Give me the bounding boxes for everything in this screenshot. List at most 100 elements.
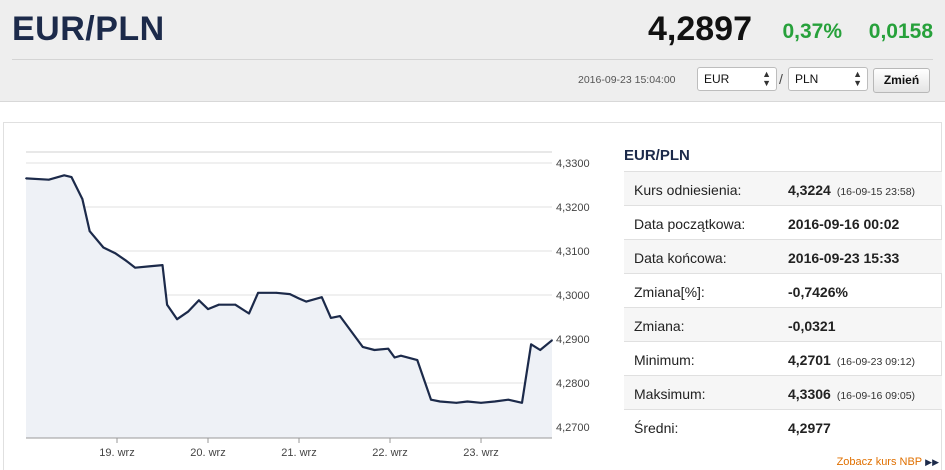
data-point [507,398,510,401]
to-currency-value: PLN [795,72,819,86]
stats-value: 2016-09-23 15:33 [788,250,899,266]
stats-value-text: 4,2701 [788,352,831,368]
stats-row: Data początkowa: 2016-09-16 00:02 [624,205,942,239]
quote-timestamp: 2016-09-23 15:04:00 [578,74,676,86]
y-tick-label: 4,2900 [556,334,590,346]
stats-note: (16-09-23 09:12) [836,356,916,368]
stats-value: -0,7426% [788,284,848,300]
x-tick-label: 23. wrz [463,447,498,459]
stats-label: Kurs odniesienia: [634,182,742,198]
stats-value: 4,3306 (16-09-16 09:05) [788,386,915,402]
stats-label: Data końcowa: [634,250,727,266]
data-point [289,293,291,296]
data-point [373,349,376,351]
data-point [361,346,364,348]
stats-row: Data końcowa: 2016-09-23 15:33 [624,239,942,273]
stats-label: Zmiana: [634,318,685,334]
data-point [493,400,496,403]
data-point [88,230,91,233]
stats-row: Zmiana[%]: -0,7426% [624,273,942,307]
data-point [63,174,66,177]
data-point [198,299,200,302]
data-point [455,401,458,404]
stats-row: Kurs odniesienia: 4,3224 (16-09-15 23:58) [624,171,942,205]
stats-note: (16-09-16 09:05) [836,390,916,402]
data-point [47,178,50,181]
data-point [416,359,419,362]
stats-label: Zmiana[%]: [634,284,705,300]
currency-pair-title: EUR/PLN [12,10,165,48]
stats-table: Kurs odniesienia: 4,3224 (16-09-15 23:58) D… [624,171,942,443]
stats-value: 4,2977 [788,420,831,436]
stats-value-text: 4,3224 [788,182,831,198]
rate-chart: 4,3300 4,3200 4,3100 4,3000 4,2900 4,2800 4,27… [14,142,611,470]
data-point [539,349,542,351]
data-point [387,347,390,350]
select-arrows-icon: ▲ ▼ [853,69,862,88]
data-point [166,303,168,306]
data-point [248,312,250,315]
stats-row: Średni: 4,2977 [624,409,942,443]
y-tick-label: 4,3300 [556,158,590,170]
data-point [102,246,105,249]
data-point [161,264,164,266]
data-point [218,303,220,306]
data-point [305,300,308,303]
data-point [329,316,332,319]
to-currency-select[interactable]: PLN ▲ ▼ [788,67,868,91]
data-point [393,356,396,359]
data-point [521,401,523,404]
stats-value-text: 2016-09-16 00:02 [788,216,900,232]
data-point [147,265,150,268]
stats-row: Minimum: 4,2701 (16-09-23 09:12) [624,341,942,375]
quote-header: EUR/PLN 4,2897 0,37% 0,0158 2016-09-23 1… [0,0,945,102]
current-rate: 4,2897 [648,10,752,48]
y-tick-label: 4,2800 [556,378,590,390]
data-point [439,400,441,403]
stats-value: -0,0321 [788,318,835,334]
change-percent: 0,37% [782,20,842,43]
data-point [234,303,237,306]
stats-value: 4,2701 (16-09-23 09:12) [788,352,915,368]
data-point [480,401,482,404]
data-point [187,310,189,313]
data-point [125,259,128,262]
stats-label: Minimum: [634,352,695,368]
stats-label: Średni: [634,420,679,436]
stats-note: (16-09-15 23:58) [836,186,916,198]
y-tick-label: 4,3200 [556,202,590,214]
stats-value-text: 2016-09-23 15:33 [788,250,900,266]
data-point [134,266,137,269]
currency-separator: / [779,71,783,87]
stats-value: 2016-09-16 00:02 [788,216,899,232]
stats-row: Zmiana: -0,0321 [624,307,942,341]
data-point [81,198,84,200]
stats-label: Data początkowa: [634,216,746,232]
stats-value-text: -0,7426% [788,284,848,300]
nbp-rate-link-label: Zobacz kurs NBP [836,456,923,468]
stats-value-text: 4,2977 [788,420,831,436]
data-point [275,291,278,294]
data-point [257,291,259,294]
x-tick-label: 22. wrz [372,447,407,459]
select-arrows-icon: ▲ ▼ [762,69,771,88]
from-currency-select[interactable]: EUR ▲ ▼ [697,67,777,91]
nbp-rate-link[interactable]: Zobacz kurs NBP ▶▶ [837,456,939,468]
stats-label: Maksimum: [634,386,706,402]
stats-value-text: -0,0321 [788,318,836,334]
data-point [114,252,117,255]
data-point [530,343,532,346]
data-point [176,318,178,321]
data-point [400,354,402,357]
change-absolute: 0,0158 [868,20,933,43]
change-pair-button[interactable]: Zmień [873,68,930,93]
double-chevron-right-icon: ▶▶ [925,457,939,467]
y-tick-label: 4,2700 [556,422,590,434]
data-point [320,296,323,299]
x-tick-label: 21. wrz [281,447,316,459]
y-tick-label: 4,3000 [556,290,590,302]
stats-row: Maksimum: 4,3306 (16-09-16 09:05) [624,375,942,409]
data-point [339,315,341,318]
stats-value: 4,3224 (16-09-15 23:58) [788,182,915,198]
data-point [70,176,73,178]
